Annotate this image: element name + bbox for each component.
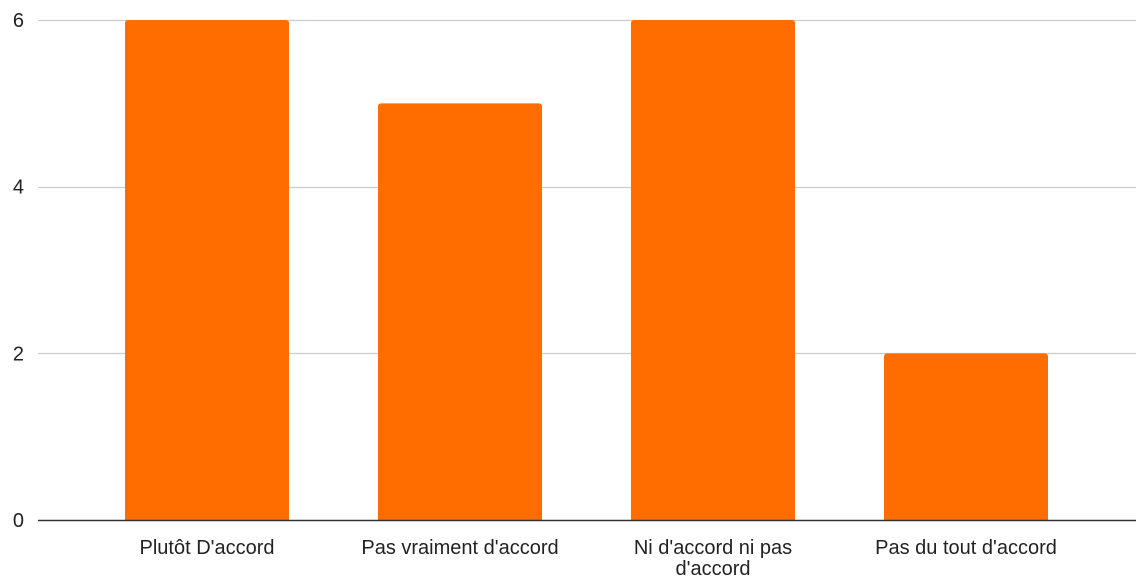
x-category-label-line: Plutôt D'accord: [140, 537, 275, 559]
y-tick-label-6: 6: [13, 10, 24, 32]
x-category-label-line: Ni d'accord ni pas: [634, 537, 792, 559]
y-tick-labels: 0 2 4 6: [13, 10, 24, 532]
y-tick-label-4: 4: [13, 177, 24, 199]
x-category-label-2: Ni d'accord ni pas d'accord: [634, 537, 792, 580]
y-tick-label-2: 2: [13, 343, 24, 365]
x-category-label-1: Pas vraiment d'accord: [361, 537, 558, 559]
x-category-label-line: d'accord: [676, 558, 751, 580]
bar-1-base: [378, 107, 542, 520]
x-category-label-0: Plutôt D'accord: [140, 537, 275, 559]
bars: [125, 20, 1048, 520]
x-category-label-line: Pas vraiment d'accord: [361, 537, 558, 559]
x-category-label-3: Pas du tout d'accord: [875, 537, 1057, 559]
y-tick-label-0: 0: [13, 510, 24, 532]
x-category-labels: Plutôt D'accord Pas vraiment d'accord Ni d…: [140, 537, 1057, 580]
bar-3-base: [884, 357, 1048, 520]
x-category-label-line: Pas du tout d'accord: [875, 537, 1057, 559]
bar-0-base: [125, 24, 289, 520]
bar-2-base: [631, 24, 795, 520]
